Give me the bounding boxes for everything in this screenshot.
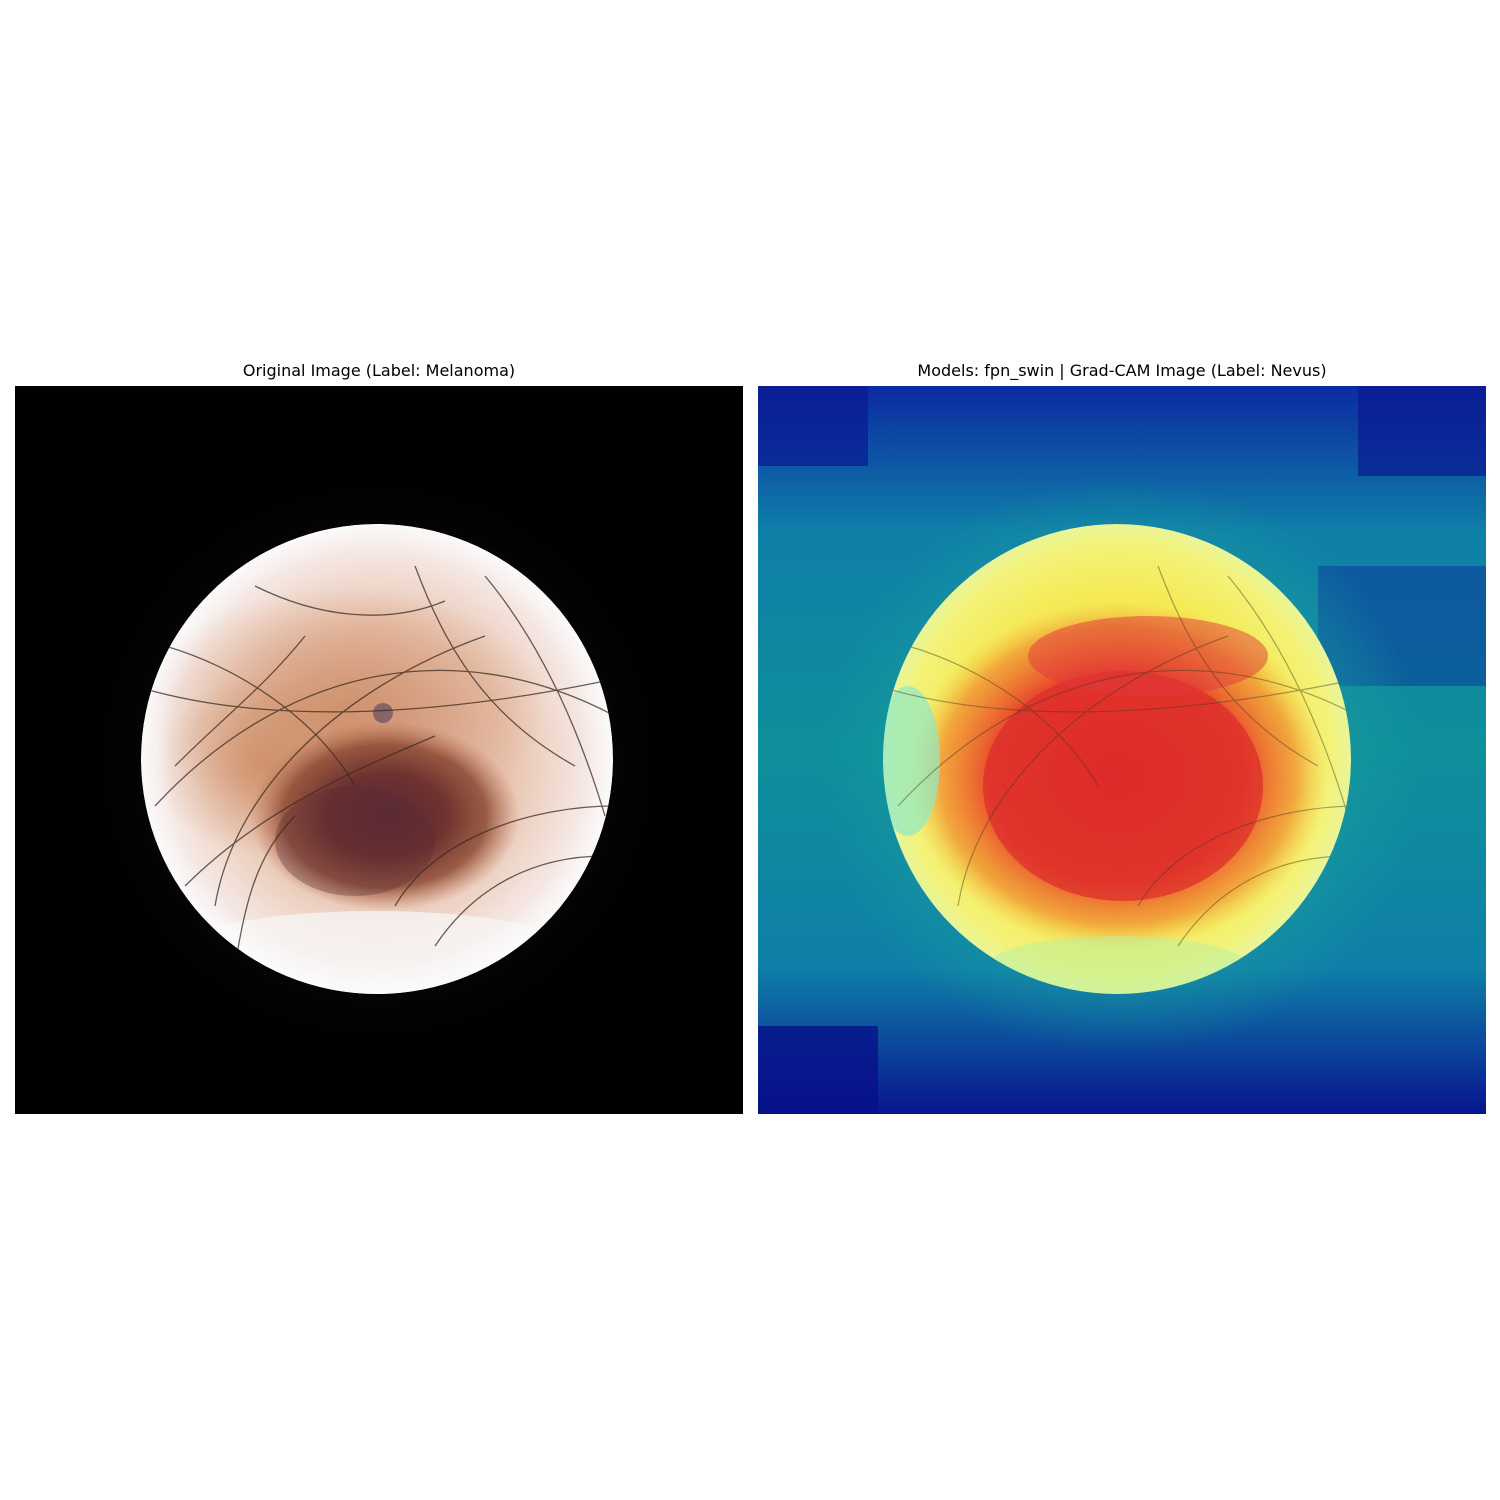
dermoscopy-image [15,386,743,1114]
gradcam-image [758,386,1486,1114]
gradcam-heatmap [758,386,1486,1114]
original-image [15,386,743,1114]
gradcam-image-title: Models: fpn_swin | Grad-CAM Image (Label… [917,361,1327,380]
original-image-title: Original Image (Label: Melanoma) [242,361,516,380]
